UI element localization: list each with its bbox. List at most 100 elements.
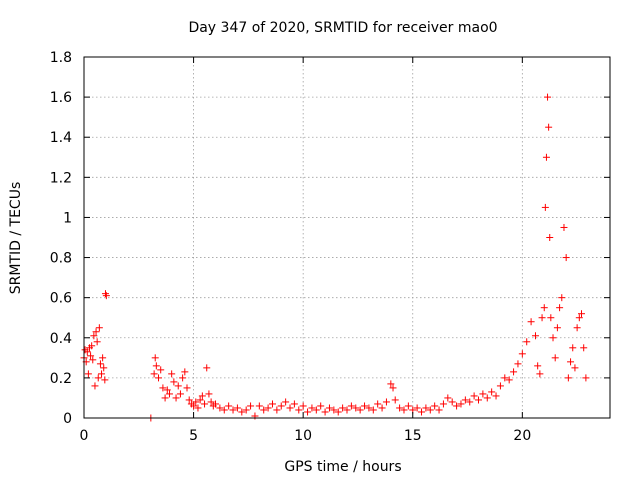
data-point bbox=[560, 223, 568, 231]
data-point bbox=[238, 408, 246, 416]
data-point bbox=[179, 374, 187, 382]
data-point bbox=[352, 404, 360, 412]
data-point bbox=[212, 400, 219, 408]
data-point bbox=[536, 370, 544, 378]
data-point bbox=[101, 376, 109, 384]
data-point bbox=[264, 404, 272, 412]
data-point bbox=[505, 376, 513, 384]
x-tick-label: 10 bbox=[294, 428, 312, 444]
data-point bbox=[545, 123, 553, 131]
data-point bbox=[501, 374, 509, 382]
data-point bbox=[93, 338, 101, 346]
data-point bbox=[461, 396, 469, 404]
y-tick-label: 1.4 bbox=[50, 130, 72, 146]
data-point bbox=[216, 404, 224, 412]
x-tick-label: 20 bbox=[513, 428, 531, 444]
y-tick-label: 1.2 bbox=[50, 170, 72, 186]
data-point bbox=[523, 338, 531, 346]
data-point bbox=[404, 402, 412, 410]
data-point bbox=[382, 398, 390, 406]
y-tick-label: 0 bbox=[63, 411, 72, 427]
data-point bbox=[488, 388, 496, 396]
data-point bbox=[198, 392, 206, 400]
data-point bbox=[286, 404, 294, 412]
y-tick-label: 1.8 bbox=[50, 50, 72, 66]
data-point bbox=[233, 404, 241, 412]
data-point bbox=[578, 310, 586, 318]
data-point bbox=[277, 402, 285, 410]
data-point bbox=[483, 394, 491, 402]
data-point bbox=[290, 400, 298, 408]
data-point bbox=[448, 398, 456, 406]
data-point bbox=[389, 384, 397, 392]
data-point bbox=[165, 390, 173, 398]
data-point bbox=[98, 370, 106, 378]
y-axis-title: SRMTID / TECUs bbox=[8, 182, 24, 295]
data-point bbox=[556, 304, 564, 312]
data-point bbox=[83, 348, 91, 356]
data-point bbox=[466, 398, 474, 406]
data-point bbox=[247, 402, 255, 410]
y-tick-label: 0.4 bbox=[50, 331, 72, 347]
data-point bbox=[547, 314, 555, 322]
data-point bbox=[542, 153, 550, 161]
plot-frame bbox=[83, 56, 611, 419]
data-point bbox=[308, 404, 316, 412]
data-point bbox=[540, 304, 548, 312]
y-tick-label: 0.2 bbox=[50, 371, 72, 387]
data-point bbox=[339, 404, 347, 412]
data-point bbox=[92, 328, 100, 336]
data-point bbox=[361, 402, 369, 410]
grid-lines bbox=[84, 57, 610, 418]
data-point bbox=[203, 364, 211, 372]
data-point bbox=[225, 402, 233, 410]
data-point bbox=[176, 390, 184, 398]
data-point bbox=[255, 402, 263, 410]
data-point bbox=[439, 400, 447, 408]
y-tick-label: 0.8 bbox=[50, 251, 72, 267]
data-point bbox=[356, 406, 364, 414]
data-point bbox=[492, 392, 500, 400]
data-point bbox=[201, 400, 209, 408]
data-point bbox=[157, 366, 165, 374]
chart-title: Day 347 of 2020, SRMTID for receiver mao… bbox=[188, 20, 497, 36]
data-point bbox=[88, 342, 96, 350]
data-point bbox=[453, 402, 461, 410]
data-point bbox=[413, 404, 421, 412]
data-point bbox=[295, 406, 303, 414]
data-point bbox=[418, 408, 426, 416]
data-point bbox=[496, 382, 504, 390]
data-point bbox=[573, 324, 581, 332]
data-point bbox=[564, 374, 572, 382]
data-point bbox=[220, 406, 228, 414]
data-point bbox=[544, 93, 552, 101]
y-tick-label: 1.6 bbox=[50, 90, 72, 106]
data-point bbox=[317, 402, 325, 410]
data-point bbox=[150, 370, 158, 378]
data-point bbox=[91, 382, 99, 390]
data-point bbox=[431, 402, 439, 410]
data-point bbox=[527, 318, 535, 326]
data-point bbox=[89, 356, 97, 364]
data-point bbox=[260, 406, 268, 414]
y-tick-label: 1 bbox=[63, 210, 72, 226]
data-point bbox=[196, 396, 204, 404]
x-axis-title: GPS time / hours bbox=[284, 459, 401, 475]
data-point bbox=[155, 374, 163, 382]
data-points bbox=[80, 93, 590, 422]
data-point bbox=[282, 398, 290, 406]
data-point bbox=[170, 378, 178, 386]
data-point bbox=[90, 332, 98, 340]
data-point bbox=[541, 203, 549, 211]
data-point bbox=[400, 406, 408, 414]
data-point bbox=[334, 408, 342, 416]
data-point bbox=[181, 368, 189, 376]
data-point bbox=[325, 404, 333, 412]
data-point bbox=[94, 374, 102, 382]
x-tick-label: 5 bbox=[189, 428, 198, 444]
data-point bbox=[87, 352, 95, 360]
data-point bbox=[580, 344, 588, 352]
data-point bbox=[159, 384, 167, 392]
data-point bbox=[553, 324, 561, 332]
data-point bbox=[192, 398, 200, 406]
